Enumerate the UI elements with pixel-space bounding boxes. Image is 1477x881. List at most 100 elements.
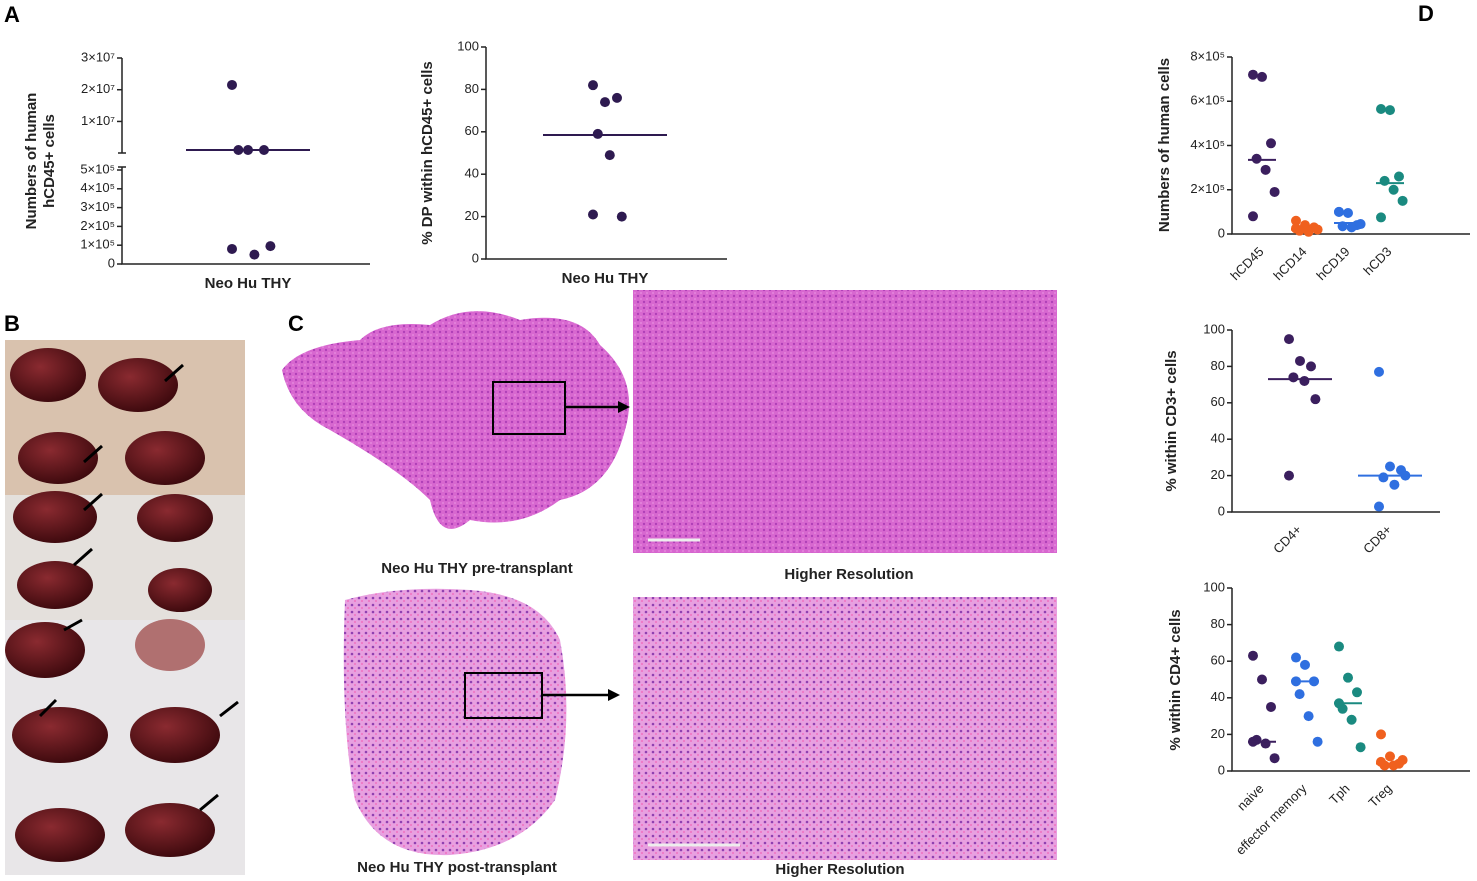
data-point bbox=[1378, 472, 1389, 483]
data-point bbox=[616, 211, 627, 222]
y-tick-label: 80 bbox=[465, 81, 479, 96]
y-tick-label: 2×10⁵ bbox=[1190, 181, 1225, 196]
data-point bbox=[1374, 501, 1384, 512]
data-point bbox=[612, 92, 622, 103]
y-tick-label: 60 bbox=[465, 123, 479, 138]
data-point bbox=[592, 128, 603, 139]
y-tick-label: 20 bbox=[1211, 467, 1225, 482]
data-point bbox=[1269, 753, 1280, 764]
data-point bbox=[1312, 736, 1323, 747]
y-tick-label: 20 bbox=[1211, 726, 1225, 741]
data-point bbox=[604, 150, 615, 161]
data-point bbox=[1379, 175, 1390, 186]
data-point bbox=[1376, 729, 1386, 740]
data-point bbox=[1334, 641, 1344, 652]
data-point bbox=[1248, 650, 1258, 661]
y-tick-label: 40 bbox=[1211, 689, 1225, 704]
data-point bbox=[588, 80, 598, 91]
data-point bbox=[1266, 138, 1276, 149]
panel-label: B bbox=[4, 311, 20, 336]
caption: Higher Resolution bbox=[775, 861, 904, 878]
y-axis-label: % DP within hCD45+ cells bbox=[419, 61, 436, 245]
data-point bbox=[1346, 714, 1357, 725]
data-point bbox=[1346, 222, 1357, 233]
data-point bbox=[1294, 689, 1305, 700]
y-tick-label: 2×10⁷ bbox=[81, 81, 115, 96]
data-point bbox=[1291, 215, 1301, 226]
data-point bbox=[1284, 334, 1294, 345]
y-tick-label: 100 bbox=[1203, 321, 1225, 336]
data-point bbox=[1385, 461, 1395, 472]
data-point bbox=[1385, 751, 1395, 762]
data-point bbox=[1397, 755, 1408, 766]
x-tick-label: naive bbox=[1234, 781, 1267, 814]
data-point bbox=[1388, 760, 1399, 771]
y-tick-label: 60 bbox=[1211, 653, 1225, 668]
y-tick-label: 0 bbox=[1218, 503, 1225, 518]
data-point bbox=[1248, 211, 1258, 222]
x-tick-label: CD8+ bbox=[1360, 522, 1394, 556]
y-axis-label: hCD45+ cells bbox=[41, 114, 58, 208]
caption: Neo Hu THY pre-transplant bbox=[381, 560, 572, 577]
y-tick-label: 1×10⁷ bbox=[81, 113, 115, 128]
x-tick-label: hCD45 bbox=[1227, 244, 1266, 283]
y-axis-label: % within CD4+ cells bbox=[1167, 609, 1184, 750]
data-point bbox=[1389, 479, 1400, 490]
y-tick-label: 1×10⁵ bbox=[80, 237, 115, 252]
data-point bbox=[1394, 171, 1404, 182]
kidney-photos bbox=[5, 340, 245, 875]
y-tick-label: 20 bbox=[465, 208, 479, 223]
y-tick-label: 6×10⁵ bbox=[1190, 93, 1225, 108]
y-tick-label: 3×10⁵ bbox=[80, 199, 115, 214]
y-tick-label: 60 bbox=[1211, 394, 1225, 409]
y-axis-label: Numbers of human bbox=[23, 93, 40, 230]
data-point bbox=[265, 241, 276, 252]
data-point bbox=[1306, 361, 1316, 372]
data-point bbox=[1288, 372, 1299, 383]
y-tick-label: 5×10⁵ bbox=[80, 161, 115, 176]
data-point bbox=[1355, 742, 1366, 753]
y-tick-label: 100 bbox=[457, 38, 479, 53]
y-tick-label: 2×10⁵ bbox=[80, 218, 115, 233]
data-point bbox=[1257, 71, 1267, 82]
data-point bbox=[1251, 153, 1262, 164]
data-point bbox=[1300, 659, 1310, 670]
caption: Higher Resolution bbox=[784, 566, 913, 583]
panel-label: A bbox=[4, 2, 20, 27]
data-point bbox=[1299, 375, 1310, 386]
x-tick-label: hCD14 bbox=[1270, 244, 1309, 283]
y-tick-label: 40 bbox=[465, 166, 479, 181]
data-point bbox=[1303, 711, 1314, 722]
data-point bbox=[1376, 756, 1386, 767]
data-point bbox=[227, 79, 237, 90]
data-point bbox=[1355, 219, 1366, 230]
x-tick-label: Neo Hu THY bbox=[205, 275, 292, 292]
data-point bbox=[588, 209, 598, 220]
data-point bbox=[1376, 212, 1386, 223]
y-tick-label: 4×10⁵ bbox=[1190, 137, 1225, 152]
x-tick-label: hCD19 bbox=[1313, 244, 1352, 283]
data-point bbox=[1260, 164, 1271, 175]
data-point bbox=[1388, 184, 1399, 195]
y-tick-label: 3×10⁷ bbox=[81, 49, 115, 64]
y-axis-label: % within CD3+ cells bbox=[1163, 350, 1180, 491]
data-point bbox=[1374, 366, 1384, 377]
y-tick-label: 8×10⁵ bbox=[1190, 48, 1225, 63]
axis-break bbox=[118, 152, 126, 168]
panel-label: C bbox=[288, 311, 304, 336]
axes bbox=[121, 58, 370, 265]
data-point bbox=[1303, 226, 1314, 237]
x-tick-label: CD4+ bbox=[1270, 522, 1304, 556]
data-point bbox=[1260, 738, 1271, 749]
data-point bbox=[227, 243, 237, 254]
data-point bbox=[1284, 470, 1294, 481]
data-point bbox=[1257, 674, 1267, 685]
y-tick-label: 0 bbox=[1218, 762, 1225, 777]
data-point bbox=[1352, 687, 1362, 698]
axes bbox=[1231, 330, 1440, 513]
data-point bbox=[1295, 355, 1305, 366]
y-tick-label: 0 bbox=[1218, 225, 1225, 240]
y-tick-label: 4×10⁵ bbox=[80, 180, 115, 195]
data-point bbox=[1376, 103, 1386, 114]
